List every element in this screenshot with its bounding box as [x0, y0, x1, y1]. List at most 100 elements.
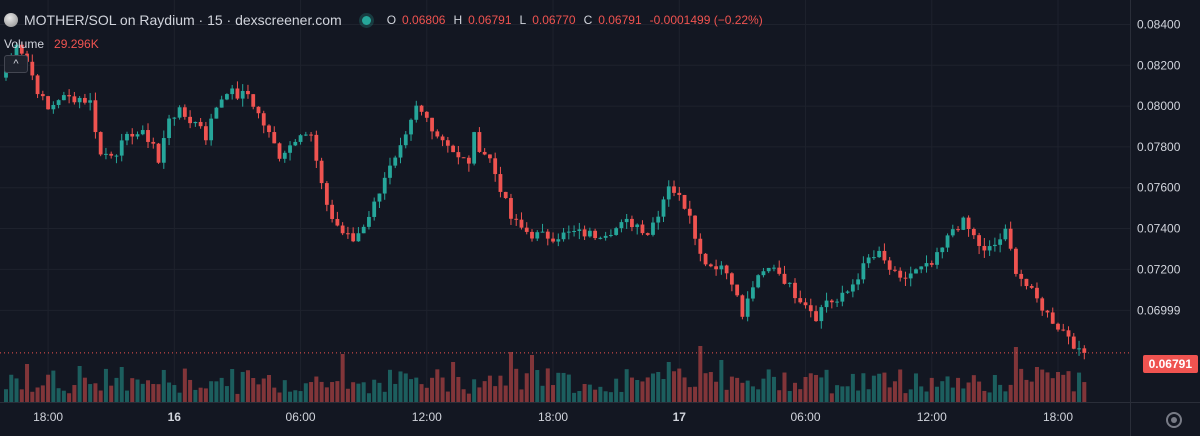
candle-body: [356, 233, 361, 242]
candle-body: [603, 235, 608, 238]
candle-body: [472, 132, 477, 164]
volume-bar: [298, 391, 303, 402]
volume-bar: [461, 389, 466, 402]
volume-bar: [103, 368, 108, 402]
candle-body: [824, 300, 829, 308]
volume-bar: [493, 386, 498, 402]
candle-body: [840, 292, 845, 302]
candle-body: [372, 201, 377, 217]
candle-body: [309, 134, 313, 136]
volume-bar: [882, 372, 887, 402]
volume-bar: [956, 377, 961, 402]
volume-bar: [1045, 372, 1050, 402]
volume-bar: [472, 379, 477, 402]
volume-bar: [398, 371, 403, 402]
candle-body: [998, 239, 1003, 245]
volume-bar: [945, 376, 950, 402]
volume-bar: [935, 386, 940, 402]
candle-body: [503, 191, 508, 199]
candle-body: [545, 231, 550, 239]
candle-body: [56, 100, 61, 105]
candle-body: [987, 246, 992, 251]
volume-bar: [140, 383, 145, 402]
volume-bar: [808, 373, 813, 402]
candle-body: [114, 155, 119, 157]
volume-bar: [477, 387, 482, 402]
candle-body: [961, 217, 966, 230]
symbol-title[interactable]: MOTHER/SOL on Raydium · 15 · dexscreener…: [24, 12, 342, 28]
volume-bar: [67, 393, 72, 402]
ohlc-open-value: 0.06806: [402, 13, 446, 27]
volume-bar: [998, 384, 1003, 402]
volume-bar: [167, 382, 172, 402]
volume-bar: [303, 383, 308, 402]
volume-bar: [193, 389, 198, 402]
candle-body: [88, 100, 93, 103]
candle-body: [687, 208, 692, 216]
volume-bar: [519, 389, 524, 402]
candle-body: [982, 245, 987, 251]
ohlc-close-key: C: [583, 13, 593, 27]
candle-body: [819, 307, 824, 322]
candle-body: [535, 232, 540, 239]
last-price-label: 0.06791: [1142, 355, 1198, 373]
candle-body: [866, 257, 871, 264]
candle-body: [461, 157, 466, 159]
candle-body: [35, 75, 40, 95]
candle-body: [1019, 273, 1024, 279]
candle-body: [577, 229, 582, 231]
candle-body: [845, 291, 850, 293]
collapse-legend-button[interactable]: ^: [4, 55, 28, 73]
candle-body: [708, 264, 713, 267]
volume-bar: [387, 369, 392, 402]
candle-body: [377, 193, 382, 202]
candle-body: [561, 232, 566, 240]
volume-bar: [251, 377, 256, 402]
volume-bar: [293, 390, 298, 402]
candle-body: [914, 269, 918, 274]
volume-bar: [1050, 378, 1055, 402]
candle-body: [119, 140, 124, 156]
volume-bar: [156, 384, 161, 402]
volume-bar: [1061, 374, 1066, 402]
candle-body: [682, 194, 687, 209]
gear-icon[interactable]: [1166, 412, 1182, 428]
candle-body: [872, 257, 876, 259]
candle-body: [435, 131, 440, 137]
volume-bar: [51, 370, 56, 402]
chevron-up-icon: ^: [13, 58, 19, 70]
candle-body: [72, 96, 77, 103]
volume-bar: [372, 379, 377, 402]
volume-bar: [645, 377, 650, 402]
candle-body: [950, 229, 955, 236]
volume-bar: [224, 386, 229, 402]
candle-body: [367, 216, 371, 227]
volume-bar: [340, 354, 345, 402]
volume-bar: [351, 382, 356, 402]
candle-body: [488, 154, 492, 159]
candle-body: [424, 111, 429, 118]
candle-body: [772, 267, 776, 269]
volume-bar: [1077, 372, 1082, 402]
volume-bar: [819, 377, 824, 402]
volume-bar: [240, 371, 245, 402]
volume-bar: [950, 387, 955, 402]
volume-bar: [330, 382, 335, 402]
candle-body: [293, 141, 298, 146]
candle-body: [609, 234, 613, 236]
volume-bar: [177, 392, 182, 402]
time-axis: 18:00 16 06:00 12:00 18:00 17 06:00 12:00 18:00: [0, 402, 1200, 424]
candle-body: [314, 134, 319, 161]
volume-bar: [445, 391, 450, 402]
candle-body: [619, 222, 624, 229]
volume-bar: [913, 373, 918, 402]
candle-body: [498, 174, 503, 192]
candle-body: [40, 94, 45, 97]
volume-value: 29.296K: [54, 37, 99, 51]
candle-body: [225, 94, 229, 100]
volume-bar: [803, 377, 808, 402]
volume-bar: [409, 379, 414, 402]
volume-bar: [761, 378, 766, 402]
candle-body: [924, 263, 929, 267]
